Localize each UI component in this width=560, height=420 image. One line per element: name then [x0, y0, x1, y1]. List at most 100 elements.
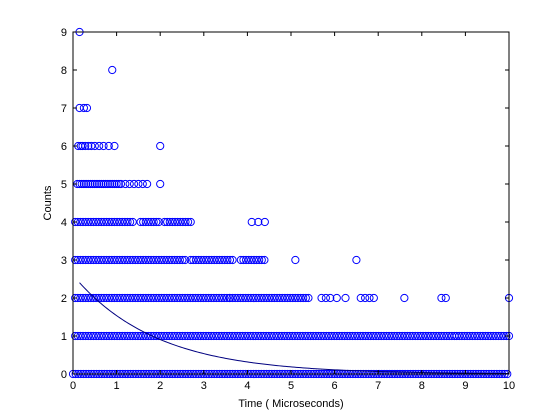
data-point [293, 331, 302, 341]
data-point [249, 255, 259, 265]
data-point [118, 255, 127, 265]
data-point [92, 255, 101, 265]
data-point [191, 293, 200, 303]
data-point [332, 293, 341, 303]
data-point [162, 255, 171, 265]
data-point [146, 331, 156, 341]
data-point [139, 293, 148, 303]
data-point [77, 179, 86, 189]
data-point [194, 255, 203, 265]
data-point [97, 331, 106, 341]
data-point [392, 331, 402, 341]
data-point [108, 65, 117, 75]
data-point [387, 331, 396, 341]
data-point [311, 331, 320, 341]
data-point [92, 217, 101, 227]
data-point [317, 293, 326, 303]
data-point [94, 255, 103, 265]
data-point [81, 331, 90, 341]
x-tick-label: 0 [70, 380, 76, 392]
y-tick-label: 4 [61, 217, 67, 229]
data-point [120, 331, 129, 341]
data-point [225, 293, 235, 303]
data-point [97, 217, 106, 227]
data-point [419, 331, 428, 341]
data-point [136, 293, 145, 303]
data-point [247, 217, 256, 227]
data-point [175, 331, 184, 341]
data-point [154, 255, 163, 265]
data-point [141, 331, 150, 341]
data-point [275, 331, 284, 341]
data-point [123, 331, 132, 341]
data-point [126, 331, 135, 341]
data-point [259, 293, 269, 303]
data-point [350, 331, 360, 341]
data-point [220, 255, 229, 265]
data-point [432, 331, 441, 341]
data-point [236, 255, 245, 265]
data-point [112, 293, 122, 303]
data-point [90, 141, 99, 151]
data-point [89, 217, 98, 227]
data-point [92, 293, 101, 303]
x-tick-label: 1 [114, 380, 120, 392]
data-point [120, 217, 129, 227]
data-point [92, 331, 101, 341]
data-point [181, 217, 190, 227]
data-point [361, 331, 370, 341]
data-point [173, 331, 182, 341]
data-point [89, 331, 98, 341]
data-point [79, 179, 89, 189]
data-point [71, 331, 80, 341]
x-tick-label: 10 [503, 380, 515, 392]
data-point [497, 331, 506, 341]
data-point [379, 331, 388, 341]
data-point [337, 331, 347, 341]
data-point [107, 255, 116, 265]
data-point [78, 255, 88, 265]
data-point [149, 217, 158, 227]
data-point [352, 255, 361, 265]
data-point [228, 293, 237, 303]
data-point [207, 331, 216, 341]
data-point [204, 293, 213, 303]
data-point [175, 293, 184, 303]
data-point [272, 331, 281, 341]
data-point [248, 331, 258, 341]
data-point [356, 331, 365, 341]
data-point [163, 217, 172, 227]
data-point [170, 255, 179, 265]
data-point [278, 293, 287, 303]
data-point [81, 141, 90, 151]
data-point [94, 331, 103, 341]
y-tick-label: 3 [61, 255, 67, 267]
data-point [330, 331, 339, 341]
data-point [84, 331, 93, 341]
data-point [86, 217, 95, 227]
data-point [356, 293, 365, 303]
data-point [103, 179, 112, 189]
data-point [251, 331, 260, 341]
data-point [118, 331, 127, 341]
data-point [146, 217, 156, 227]
data-point [146, 293, 156, 303]
data-point [86, 255, 95, 265]
data-point [128, 217, 137, 227]
data-point [160, 331, 169, 341]
data-point [463, 331, 472, 341]
data-point [87, 141, 96, 151]
data-point [441, 293, 450, 303]
y-tick-label: 6 [61, 141, 67, 153]
data-point [369, 331, 378, 341]
data-point [400, 293, 409, 303]
data-point [165, 255, 174, 265]
data-point [123, 217, 132, 227]
data-point [398, 331, 407, 341]
data-point [170, 331, 179, 341]
data-point [252, 255, 261, 265]
data-point [102, 217, 111, 227]
data-point [81, 217, 90, 227]
data-point [105, 293, 114, 303]
data-point [183, 293, 192, 303]
